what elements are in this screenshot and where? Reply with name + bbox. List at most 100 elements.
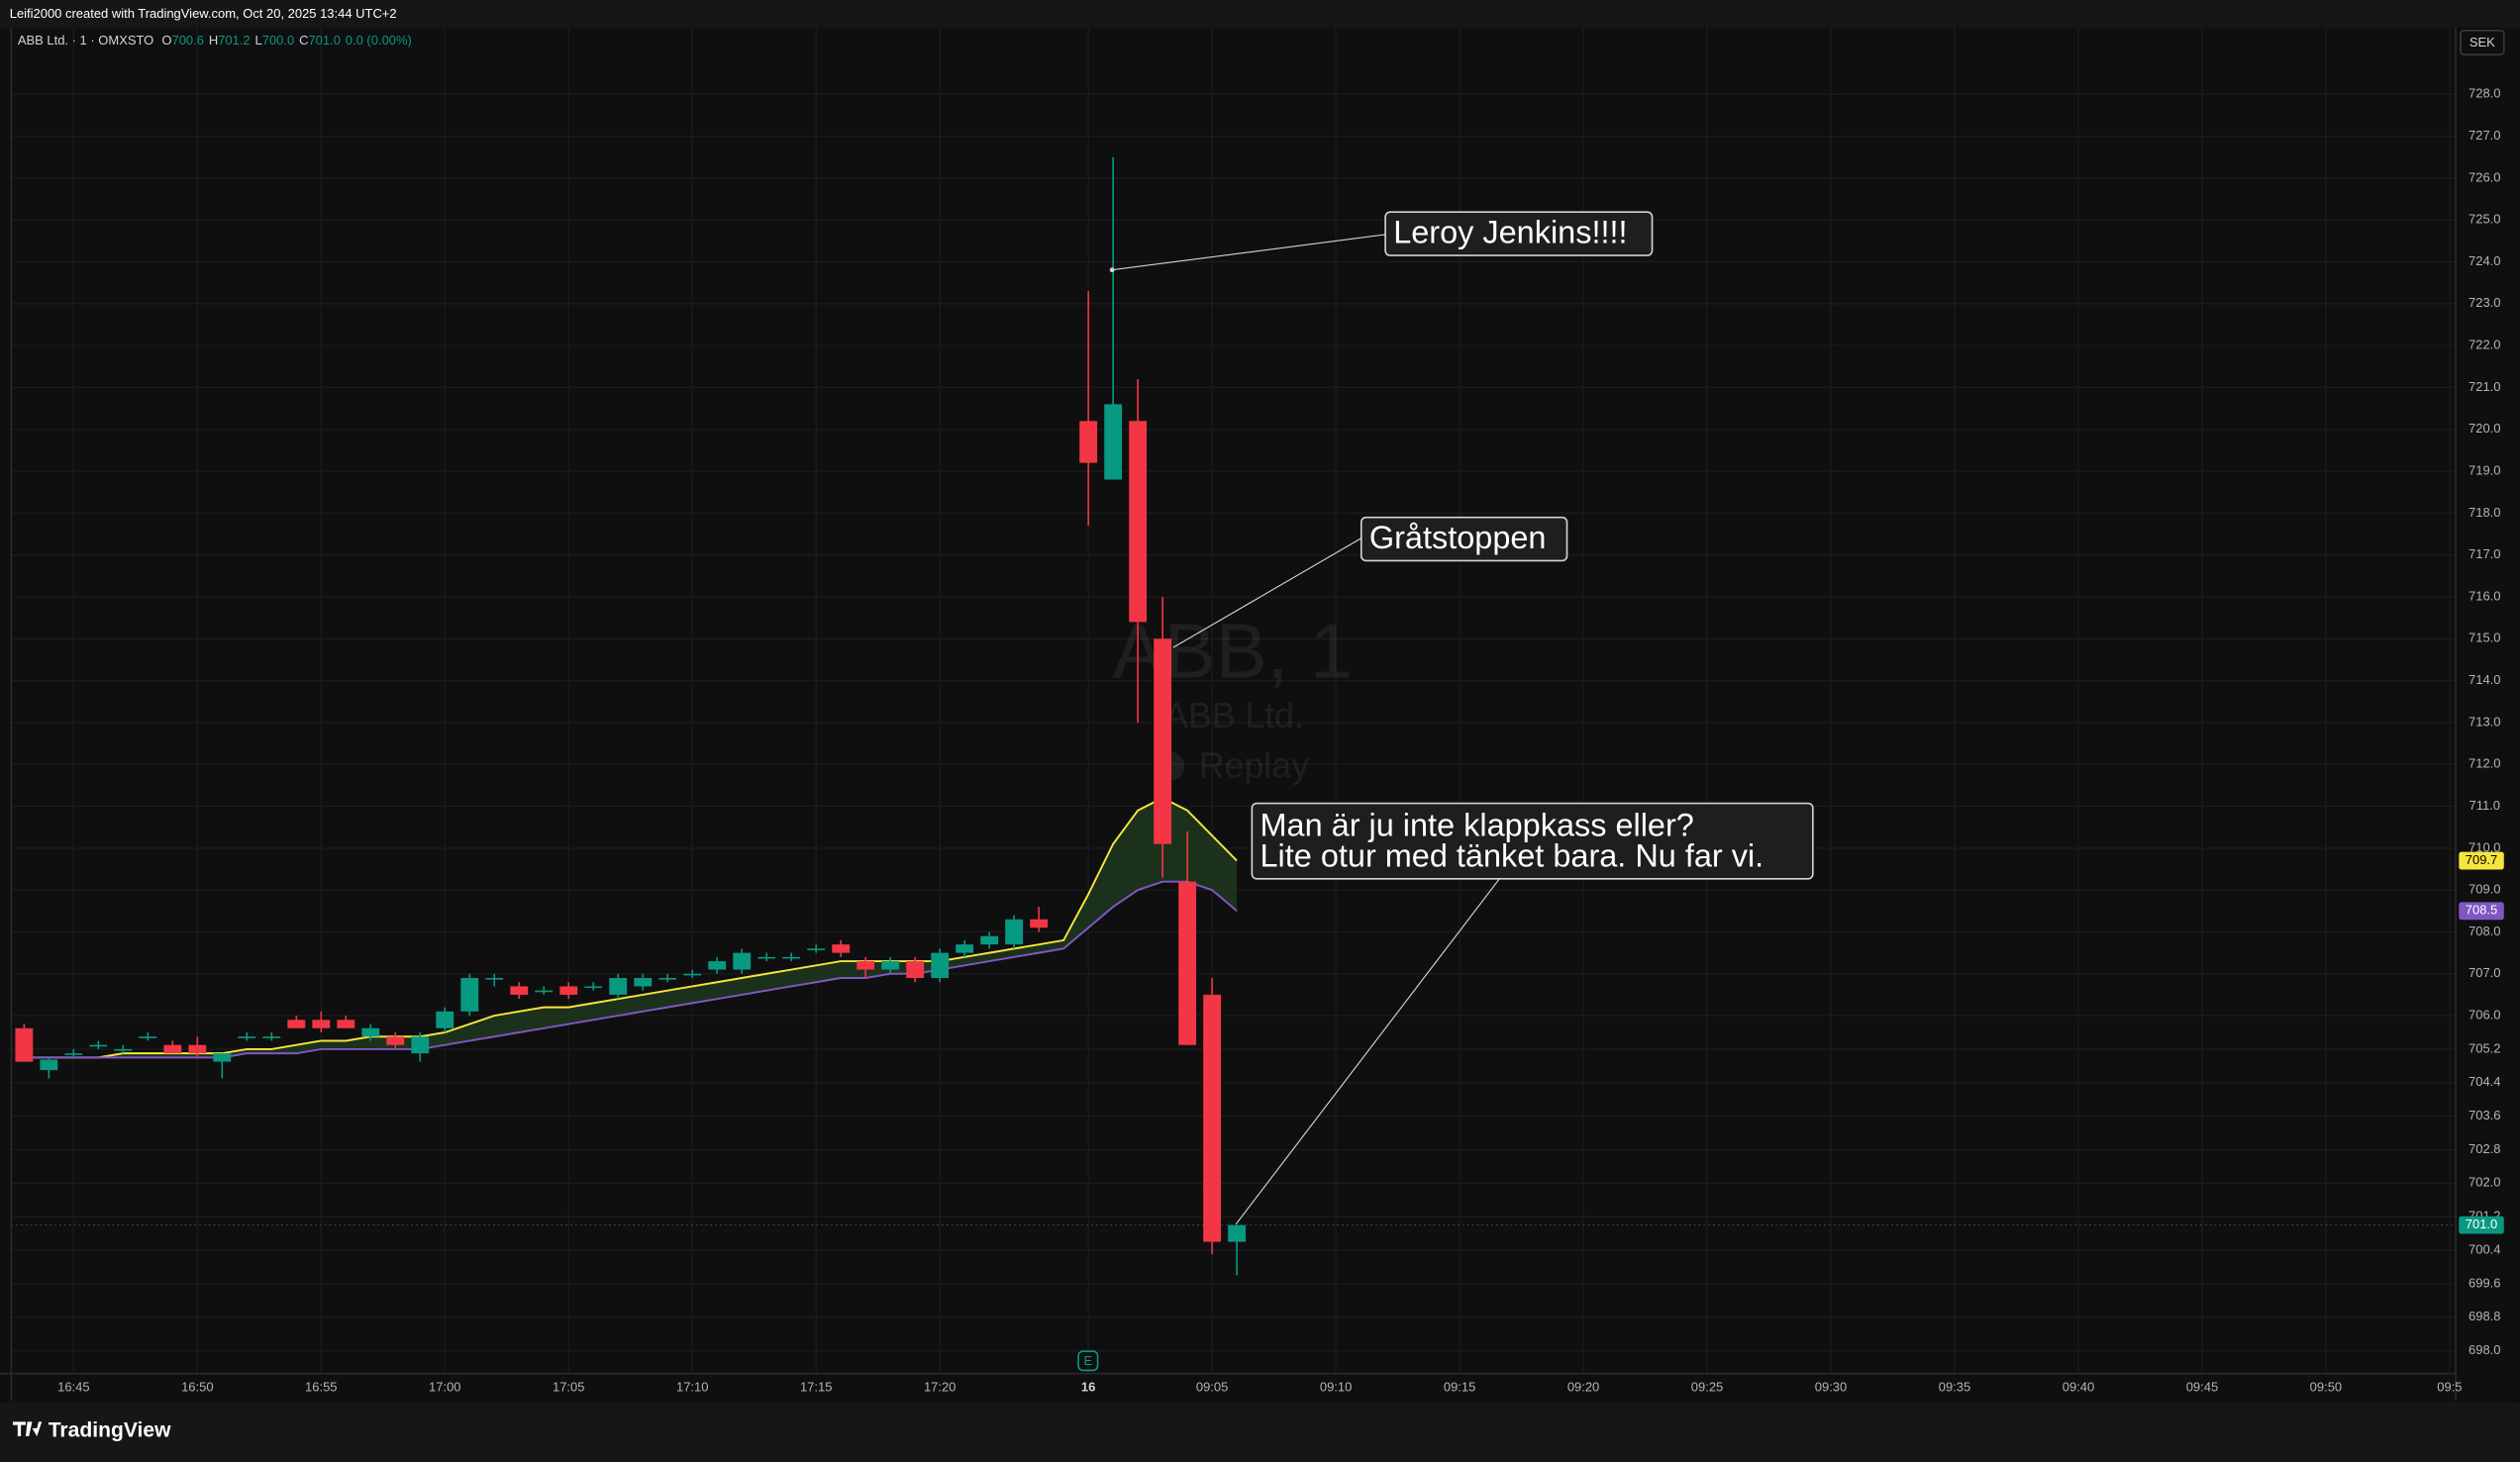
candle-body xyxy=(238,1036,256,1038)
candle-body xyxy=(1030,919,1049,928)
candle-body xyxy=(1178,881,1197,1045)
candle-body xyxy=(114,1048,133,1051)
y-tick-label: 707.0 xyxy=(2469,965,2500,980)
x-tick-label: 09:20 xyxy=(1567,1380,1599,1395)
callout-box xyxy=(1251,802,1814,880)
legend-value: 700.0 xyxy=(262,34,294,49)
earnings-marker[interactable] xyxy=(1077,1350,1099,1372)
grid xyxy=(11,27,2457,1374)
callout-text: Lite otur med tänket bara. Nu far vi. xyxy=(1260,837,1764,873)
candle-body xyxy=(262,1036,281,1038)
callout-text: Gråtstoppen xyxy=(1369,520,1547,555)
price-tag-label: 709.7 xyxy=(2466,852,2497,867)
legend-key: C xyxy=(299,34,308,49)
candle-body xyxy=(559,986,578,995)
candle-body xyxy=(1154,638,1172,844)
candle-body xyxy=(139,1036,157,1038)
annotations: Leroy Jenkins!!!! Gråtstoppen Man är ju … xyxy=(1109,211,1814,1225)
earnings-label[interactable]: E xyxy=(1084,1353,1093,1368)
top-bar xyxy=(0,0,2520,28)
candle-body xyxy=(832,944,851,953)
x-tick-label: 09:10 xyxy=(1320,1380,1352,1395)
candle-body xyxy=(782,956,801,959)
y-tick-label: 698.0 xyxy=(2469,1342,2500,1357)
candle-body xyxy=(1005,919,1024,945)
callout-box xyxy=(1360,516,1568,562)
credit: Leifi2000 created with TradingView.com, … xyxy=(10,6,397,21)
x-tick-label: 09:40 xyxy=(2063,1380,2094,1395)
candle-body xyxy=(213,1053,232,1062)
candle-body xyxy=(658,978,677,980)
candle-body xyxy=(287,1020,306,1028)
candle-body xyxy=(980,935,999,945)
x-tick-label: 17:20 xyxy=(924,1380,956,1395)
y-tick-label: 719.0 xyxy=(2469,462,2500,477)
candle-body xyxy=(535,990,554,993)
y-tick-label: 702.0 xyxy=(2469,1175,2500,1190)
footer xyxy=(0,1402,2520,1462)
price-tag xyxy=(2459,851,2504,870)
candle-body xyxy=(361,1027,380,1037)
watermark-name: ABB Ltd. xyxy=(1164,696,1304,735)
y-tick-label: 710.0 xyxy=(2469,839,2500,854)
candle-body xyxy=(683,973,702,976)
candle-body xyxy=(1104,404,1123,480)
x-tick-label: 17:00 xyxy=(429,1380,460,1395)
y-tick-label: 699.6 xyxy=(2469,1275,2500,1290)
y-tick-label: 721.0 xyxy=(2469,379,2500,394)
price-tag xyxy=(2459,1216,2504,1234)
y-tick-label: 722.0 xyxy=(2469,338,2500,352)
candle-body xyxy=(436,1011,454,1028)
currency-label[interactable]: SEK xyxy=(2470,35,2495,49)
price-tag-label: 708.5 xyxy=(2466,903,2497,918)
indicator-fill xyxy=(24,798,1238,1058)
brand: TradingView xyxy=(49,1419,171,1442)
watermark-mode: Replay xyxy=(1199,745,1309,785)
axes: 728.0 727.0 726.0 725.0 724.0 723.0 722.0 721.0… xyxy=(57,86,2504,1395)
candle-body xyxy=(708,961,727,970)
x-tick-label: 09:30 xyxy=(1815,1380,1847,1395)
callout-box xyxy=(1384,211,1654,256)
candle-body xyxy=(634,978,653,987)
candle-body xyxy=(163,1044,182,1054)
legend-symbol: ABB Ltd. · 1 · OMXSTO xyxy=(18,34,153,49)
x-tick-label: 09:35 xyxy=(1939,1380,1970,1395)
y-tick-label: 713.0 xyxy=(2469,714,2500,729)
callout-line xyxy=(1235,878,1500,1225)
y-tick-label: 703.6 xyxy=(2469,1108,2500,1122)
y-tick-label: 711.0 xyxy=(2470,798,2501,813)
x-tick-label: 09:50 xyxy=(2310,1380,2342,1395)
candle-body xyxy=(40,1059,58,1071)
currency-button[interactable] xyxy=(2460,30,2505,55)
y-tick-label: 712.0 xyxy=(2469,756,2500,771)
y-tick-label: 706.0 xyxy=(2469,1008,2500,1023)
candle-body xyxy=(931,952,950,979)
candle-body xyxy=(733,952,752,970)
candle-body xyxy=(1079,421,1098,463)
legend: ABB Ltd. · 1 · OMXSTO O700.6 H701.2 L700.0 C… xyxy=(18,34,412,49)
x-tick-label: 09:25 xyxy=(1691,1380,1723,1395)
candle-body xyxy=(188,1044,207,1054)
y-tick-label: 717.0 xyxy=(2469,546,2500,561)
candle-body xyxy=(956,944,974,953)
price-tag xyxy=(2459,902,2504,921)
x-tick-label: 17:10 xyxy=(676,1380,708,1395)
y-tick-label: 704.4 xyxy=(2469,1074,2500,1089)
x-tick-label: 09:45 xyxy=(2186,1380,2218,1395)
callout-line xyxy=(1112,234,1386,271)
candle-body xyxy=(1228,1224,1247,1242)
legend-value: 701.0 xyxy=(308,34,340,49)
candle-body xyxy=(609,978,628,995)
y-tick-label: 716.0 xyxy=(2469,588,2500,603)
y-tick-label: 728.0 xyxy=(2469,86,2500,101)
y-tick-label: 723.0 xyxy=(2469,295,2500,310)
legend-key: L xyxy=(255,34,262,49)
y-tick-label: 726.0 xyxy=(2469,169,2500,184)
watermark-title: ABB, 1 xyxy=(1113,607,1353,694)
y-tick-label: 705.2 xyxy=(2469,1040,2500,1055)
candle-body xyxy=(386,1036,405,1045)
legend-key: O xyxy=(161,34,171,49)
x-tick-label: 09:05 xyxy=(1196,1380,1228,1395)
y-tick-label: 698.8 xyxy=(2469,1309,2500,1323)
